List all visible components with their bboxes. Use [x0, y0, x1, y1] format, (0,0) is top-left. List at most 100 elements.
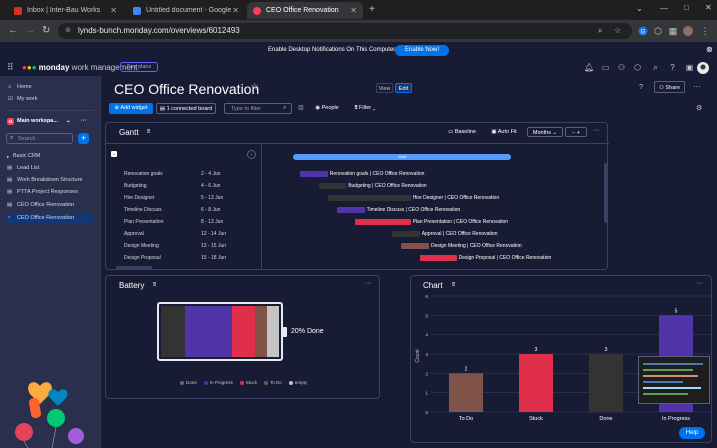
video-thumbnail[interactable]: [638, 356, 710, 404]
apps-icon[interactable]: ▣: [685, 63, 694, 72]
browser-tab-docs[interactable]: Untitled document - Google Docs ✕: [127, 2, 245, 19]
edit-button[interactable]: Edit: [395, 83, 412, 93]
browser-tab-monday[interactable]: CEO Office Renovation ✕: [247, 2, 363, 19]
zoom-out-icon[interactable]: −: [572, 130, 576, 136]
sidebar-item-ptta[interactable]: ▤ PTTA Project Responses: [6, 187, 94, 198]
gantt-bar[interactable]: [300, 171, 328, 177]
forward-icon[interactable]: →: [25, 25, 35, 36]
browser-menu-icon[interactable]: ⋮: [700, 26, 710, 36]
connected-boards-button[interactable]: ▤ 1 connected board: [156, 103, 216, 114]
extension-icon[interactable]: ⬡: [654, 26, 662, 36]
chevron-left-icon[interactable]: ‹: [247, 150, 256, 159]
zoom-icon[interactable]: ⌕: [598, 26, 603, 35]
close-notification-icon[interactable]: ⊗: [706, 45, 713, 54]
filter-icon[interactable]: ⩩: [153, 282, 157, 288]
monday-logo[interactable]: ●●● monday work management: [22, 63, 138, 72]
invite-members-icon[interactable]: ⚇: [617, 63, 626, 72]
chart-title[interactable]: Chart: [423, 281, 443, 290]
legend-item[interactable]: Done: [180, 380, 197, 385]
gantt-bar[interactable]: [327, 195, 411, 201]
gantt-row-name[interactable]: Plan Presentation: [124, 219, 164, 225]
filter-settings-icon[interactable]: ▥: [298, 105, 304, 111]
battery-segment-done[interactable]: [161, 306, 185, 357]
horizontal-scrollbar[interactable]: [116, 266, 152, 269]
autofit-button[interactable]: ▣ Auto Fit: [486, 127, 522, 137]
gantt-row-name[interactable]: Renovation goals: [124, 171, 163, 177]
gantt-bar[interactable]: [318, 183, 347, 189]
bookmark-star-icon[interactable]: ☆: [614, 26, 622, 35]
bar-to-do[interactable]: [449, 373, 483, 412]
sidebar-item-wbs[interactable]: ▤ Work Breakdown Structure: [6, 175, 94, 186]
site-info-icon[interactable]: ⊜: [65, 27, 71, 34]
gantt-row-name[interactable]: Budgeting: [124, 183, 147, 189]
close-tab-icon[interactable]: ✕: [232, 6, 239, 15]
sidebar-item-lead-list[interactable]: ▤ Lead List: [6, 163, 94, 174]
tab-search-icon[interactable]: ⌄: [636, 4, 643, 13]
more-options-icon[interactable]: ···: [693, 82, 701, 91]
address-bar[interactable]: ⊜ lynds-bunch.monday.com/overviews/60124…: [58, 23, 632, 39]
workspace-selector[interactable]: M Main workspa... ⌄ ···: [6, 116, 94, 127]
close-window-icon[interactable]: ✕: [705, 3, 712, 12]
gantt-bar[interactable]: [355, 219, 411, 225]
apps-grid-icon[interactable]: ⠿: [7, 62, 14, 72]
sidebar-item-ceo-dashboard[interactable]: ◔ CEO Office Renovation: [6, 213, 94, 224]
maximize-icon[interactable]: □: [684, 3, 689, 12]
back-icon[interactable]: ←: [8, 25, 18, 36]
integrations-icon[interactable]: ⬡: [634, 63, 641, 72]
filter-icon[interactable]: ⩩: [147, 129, 151, 135]
gantt-title[interactable]: Gantt: [119, 128, 139, 137]
gantt-row-name[interactable]: Design Proposal: [124, 255, 161, 261]
bar-done[interactable]: [589, 354, 623, 412]
minimize-icon[interactable]: —: [660, 4, 668, 13]
view-button[interactable]: View: [376, 83, 393, 93]
reload-icon[interactable]: ↻: [42, 25, 51, 36]
filter-input[interactable]: Type to filter ⌕: [224, 103, 292, 114]
battery-segment-empty[interactable]: [267, 306, 279, 357]
zoom-in-icon[interactable]: +: [576, 130, 580, 136]
battery-segment-to-do[interactable]: [255, 306, 268, 357]
sidebar-item-basic-crm[interactable]: ▸ Basic CRM: [6, 151, 94, 162]
extension-g-icon[interactable]: G: [638, 26, 648, 36]
legend-item[interactable]: In Progress: [203, 380, 233, 385]
help-button[interactable]: Help: [679, 427, 705, 439]
enable-now-button[interactable]: Enable Now!: [395, 45, 449, 56]
extensions-puzzle-icon[interactable]: ▦: [668, 26, 678, 36]
sidebar-search-input[interactable]: ⌕ Search: [6, 133, 73, 144]
browser-tab-gmail[interactable]: Inbox | Inter-Bau Works ✕: [8, 2, 123, 19]
new-tab-icon[interactable]: +: [369, 4, 375, 15]
legend-item[interactable]: Stuck: [239, 380, 257, 385]
gantt-bar[interactable]: [419, 255, 457, 261]
gantt-row-name[interactable]: Timeline Discuss: [124, 207, 162, 213]
battery-title[interactable]: Battery: [119, 281, 145, 290]
share-button[interactable]: ⚇ Share: [654, 81, 685, 93]
baseline-toggle[interactable]: ▭ Baseline: [446, 127, 478, 137]
vertical-scrollbar[interactable]: [604, 163, 607, 223]
battery-segment-stuck[interactable]: [231, 306, 256, 357]
close-tab-icon[interactable]: ✕: [110, 6, 117, 15]
zoom-select[interactable]: Months ⌄: [527, 127, 563, 137]
widget-more-icon[interactable]: ···: [593, 127, 600, 134]
zoom-buttons[interactable]: − +: [565, 127, 587, 137]
settings-gear-icon[interactable]: ⚙: [696, 105, 703, 112]
filter-icon[interactable]: ⩩: [452, 282, 456, 288]
favorite-star-icon[interactable]: ☆: [250, 82, 259, 93]
page-title[interactable]: CEO Office Renovation: [114, 81, 260, 97]
workspace-more-icon[interactable]: ···: [81, 118, 87, 124]
gantt-row-name[interactable]: Design Meeting: [124, 243, 159, 249]
widget-more-icon[interactable]: ···: [696, 280, 703, 287]
gantt-bar[interactable]: [337, 207, 365, 213]
sidebar-item-home[interactable]: ⌂ Home: [6, 82, 94, 93]
filter-button[interactable]: ⩩ Filter ⌄: [347, 103, 383, 113]
gantt-bar[interactable]: [401, 243, 429, 249]
user-avatar[interactable]: [697, 61, 709, 79]
gantt-row-name[interactable]: Hire Designer: [124, 195, 155, 201]
add-item-button[interactable]: +: [78, 133, 89, 144]
legend-item[interactable]: empty: [288, 380, 307, 385]
gantt-row-name[interactable]: Approval: [124, 231, 144, 237]
sidebar-item-my-work[interactable]: ☑ My work: [6, 94, 94, 105]
info-icon[interactable]: ?: [639, 84, 643, 91]
battery-segment-in-progress[interactable]: [184, 306, 232, 357]
people-filter-button[interactable]: ◉ People: [312, 103, 342, 113]
inbox-icon[interactable]: ▭: [601, 63, 610, 72]
bell-icon[interactable]: 🔔︎: [584, 63, 595, 72]
